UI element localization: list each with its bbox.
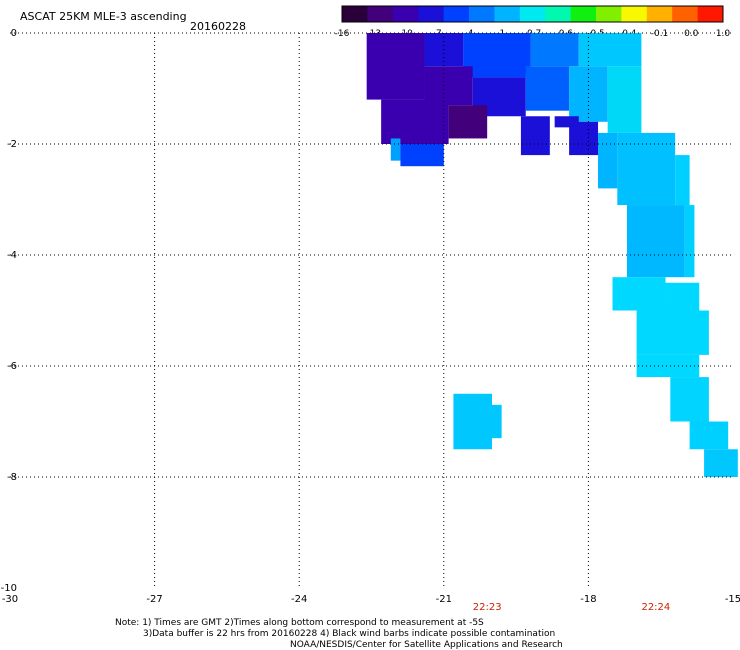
wind-cell-0 (366, 33, 425, 100)
wind-cell-12 (520, 116, 550, 156)
colorbar-swatch (494, 6, 521, 22)
colorbar-frame (341, 5, 724, 23)
latitude-tick-labels: 0 -2 -4 -6 -8 -10 (1, 28, 17, 594)
x-tick-label: -21 (436, 594, 452, 605)
colorbar-swatch (418, 6, 445, 22)
colorbar-swatch (672, 6, 699, 22)
colorbar-swatch (621, 6, 648, 22)
y-tick-label: -8 (7, 472, 17, 483)
note-line-3: NOAA/NESDIS/Center for Satellite Applica… (290, 640, 563, 650)
longitude-tick-labels: -30 -27 -24 -21 -18 -15 (2, 594, 740, 605)
colorbar-swatch (469, 6, 495, 22)
wind-cell-7 (525, 66, 570, 111)
wind-cell-24 (636, 310, 709, 355)
wind-cell-11 (448, 105, 488, 139)
colorbar-swatch (392, 6, 419, 22)
wind-cell-14 (569, 121, 599, 156)
wind-cell-5 (424, 66, 473, 106)
lat-lon-grid (10, 32, 733, 588)
wind-cell-17 (598, 132, 618, 189)
note-line-2: 3)Data buffer is 22 hrs from 20160228 4)… (143, 629, 555, 639)
colorbar-swatch (646, 6, 673, 22)
wind-cell-21 (684, 205, 695, 278)
wind-cell-2 (463, 33, 531, 78)
wind-cell-25 (636, 354, 700, 378)
colorbar-swatch (596, 6, 622, 22)
x-tick-label: -24 (291, 594, 307, 605)
wind-cell-15 (390, 138, 401, 161)
time-label: 22:24 (641, 602, 670, 613)
wind-cell-13 (554, 116, 579, 128)
wind-cell-8 (569, 66, 608, 122)
map-date: 20160228 (190, 20, 246, 33)
time-label: 22:23 (473, 602, 502, 613)
wind-cell-4 (578, 33, 642, 67)
colorbar-swatch (342, 6, 368, 22)
x-tick-label: -30 (2, 594, 18, 605)
colorbar-tick-label: 0.0 (684, 29, 699, 39)
wind-cells (366, 33, 738, 477)
wind-cell-19 (675, 155, 690, 206)
wind-cell-20 (626, 205, 685, 278)
wind-cell-29 (453, 393, 492, 450)
wind-cell-16 (400, 144, 444, 167)
wind-cell-30 (492, 404, 502, 439)
colorbar-tick-label: -16 (335, 29, 350, 39)
colorbar-tick-label: 1.0 (716, 29, 731, 39)
y-tick-label: -4 (7, 250, 17, 261)
wind-cell-10 (381, 99, 449, 144)
colorbar-swatch (697, 6, 724, 22)
wind-cell-26 (670, 377, 709, 422)
wind-cell-28 (704, 449, 738, 477)
map-title: ASCAT 25KM MLE-3 ascending (20, 10, 187, 23)
colorbar-swatch (570, 6, 597, 22)
wind-cell-9 (607, 66, 642, 133)
y-tick-label: -2 (7, 139, 17, 150)
x-tick-label: -15 (725, 594, 740, 605)
wind-cell-27 (689, 421, 729, 450)
colorbar (341, 5, 724, 23)
colorbar-swatch (519, 6, 546, 22)
y-tick-label: -6 (7, 361, 17, 372)
colorbar-swatch (443, 6, 470, 22)
wind-cell-22 (612, 277, 666, 311)
colorbar-swatch (545, 6, 572, 22)
colorbar-swatch (367, 6, 394, 22)
time-labels: 22:23 22:24 (473, 602, 671, 613)
note-line-1: Note: 1) Times are GMT 2)Times along bot… (115, 618, 484, 628)
y-tick-label: -10 (1, 583, 17, 594)
x-tick-label: -18 (580, 594, 596, 605)
wind-cell-23 (665, 282, 700, 311)
x-tick-label: -27 (146, 594, 162, 605)
y-tick-label: 0 (11, 28, 17, 39)
wind-cell-18 (617, 132, 676, 206)
colorbar-tick-label: -0.1 (651, 29, 669, 39)
wind-cell-3 (530, 33, 579, 67)
